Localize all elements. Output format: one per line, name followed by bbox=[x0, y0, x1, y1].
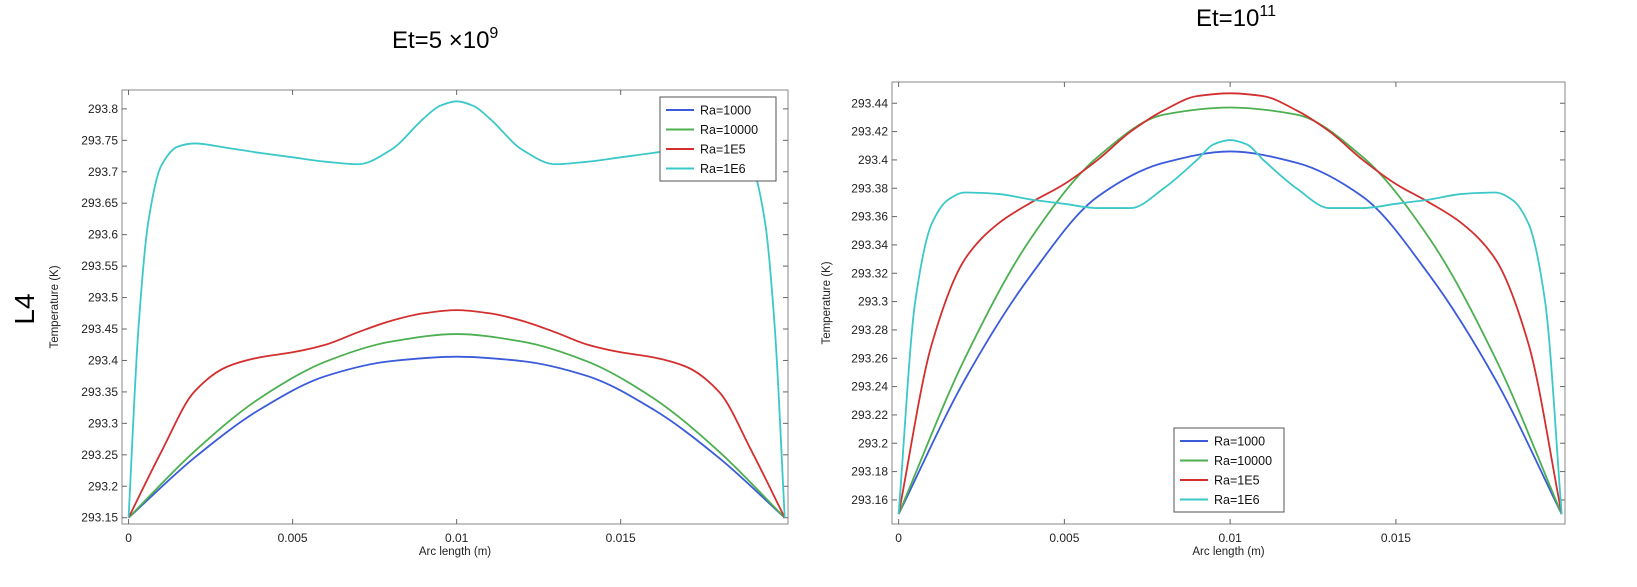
y-tick-label: 293.3 bbox=[88, 416, 118, 430]
chart-left: 293.15 293.2 293.25 293.3 293.35 293.4 293.45 2… bbox=[49, 89, 789, 558]
y-tick-label: 293.24 bbox=[851, 380, 888, 394]
y-tick-label: 293.65 bbox=[81, 196, 118, 210]
y-axis-label: Temperature (K) bbox=[49, 265, 61, 348]
y-tick-label: 293.36 bbox=[851, 210, 888, 224]
y-tick-label: 293.15 bbox=[81, 511, 118, 525]
series-line-ra-1e5 bbox=[897, 92, 1563, 515]
x-tick-label: 0 bbox=[125, 531, 132, 545]
x-tick-label: 0.005 bbox=[278, 531, 308, 545]
series-line-ra-10000 bbox=[897, 106, 1563, 515]
y-tick-label: 293.26 bbox=[851, 351, 888, 365]
y-tick-label: 293.2 bbox=[88, 479, 118, 493]
legend: Ra=1000 Ra=10000 Ra=1E5 Ra=1E6 bbox=[1173, 427, 1285, 513]
y-tick-label: 293.28 bbox=[851, 323, 888, 337]
y-tick-label: 293.6 bbox=[88, 228, 118, 242]
series-line-ra-1000 bbox=[897, 150, 1563, 515]
y-tick-label: 293.32 bbox=[851, 266, 888, 280]
y-tick-label: 293.4 bbox=[858, 153, 888, 167]
legend-entry: Ra=10000 bbox=[700, 123, 758, 137]
panel-title-left-exponent: 9 bbox=[489, 25, 498, 42]
y-tick-label: 293.3 bbox=[858, 295, 888, 309]
panel-title-right-exponent: 11 bbox=[1259, 3, 1276, 20]
y-tick-label: 293.5 bbox=[88, 291, 118, 305]
y-tick-label: 293.4 bbox=[88, 353, 118, 367]
y-tick-label: 293.16 bbox=[851, 493, 888, 507]
x-axis-label: Arc length (m) bbox=[419, 546, 491, 558]
y-tick-label: 293.35 bbox=[81, 385, 118, 399]
y-tick-label: 293.75 bbox=[81, 133, 118, 147]
y-tick-label: 293.25 bbox=[81, 448, 118, 462]
x-tick-label: 0.015 bbox=[1381, 531, 1411, 545]
y-tick-label: 293.2 bbox=[858, 436, 888, 450]
x-tick-label: 0.015 bbox=[606, 531, 636, 545]
legend-entry: Ra=1E5 bbox=[1214, 474, 1260, 488]
y-tick-label: 293.42 bbox=[851, 125, 888, 139]
panel-title-left: Et=5 ×109 bbox=[392, 25, 498, 54]
series-line-ra-1e6 bbox=[897, 139, 1563, 515]
y-tick-label: 293.7 bbox=[88, 165, 118, 179]
x-axis-label: Arc length (m) bbox=[1192, 546, 1264, 558]
x-tick-label: 0.005 bbox=[1049, 531, 1079, 545]
legend-entry: Ra=1000 bbox=[1214, 435, 1265, 449]
legend-entry: Ra=10000 bbox=[1214, 454, 1272, 468]
panel-title-left-base: Et=5 ×10 bbox=[392, 27, 489, 54]
y-tick-label: 293.55 bbox=[81, 259, 118, 273]
y-tick-label: 293.34 bbox=[851, 238, 888, 252]
row-label: L4 bbox=[9, 293, 40, 324]
series-line-ra-1000 bbox=[127, 355, 786, 519]
legend-entry: Ra=1E5 bbox=[700, 143, 746, 157]
x-tick-label: 0 bbox=[895, 531, 902, 545]
x-tick-label: 0.01 bbox=[445, 531, 469, 545]
series-line-ra-10000 bbox=[127, 333, 786, 519]
chart-right: 293.16 293.18 293.2 293.22 293.24 293.26 293.2… bbox=[821, 81, 1566, 558]
y-tick-label: 293.38 bbox=[851, 181, 888, 195]
y-tick-label: 293.44 bbox=[851, 96, 888, 110]
series-line-ra-1e5 bbox=[127, 309, 786, 519]
y-axis-label: Temperature (K) bbox=[821, 261, 833, 344]
x-tick-label: 0.01 bbox=[1218, 531, 1242, 545]
y-tick-label: 293.22 bbox=[851, 408, 888, 422]
legend-entry: Ra=1000 bbox=[700, 104, 751, 118]
legend-entry: Ra=1E6 bbox=[700, 162, 746, 176]
legend: Ra=1000 Ra=10000 Ra=1E5 Ra=1E6 bbox=[659, 96, 777, 182]
panel-title-right-base: Et=10 bbox=[1196, 5, 1259, 32]
legend-entry: Ra=1E6 bbox=[1214, 493, 1260, 507]
y-tick-label: 293.18 bbox=[851, 465, 888, 479]
panel-title-right: Et=1011 bbox=[1196, 3, 1276, 32]
y-tick-label: 293.45 bbox=[81, 322, 118, 336]
y-tick-label: 293.8 bbox=[88, 102, 118, 116]
